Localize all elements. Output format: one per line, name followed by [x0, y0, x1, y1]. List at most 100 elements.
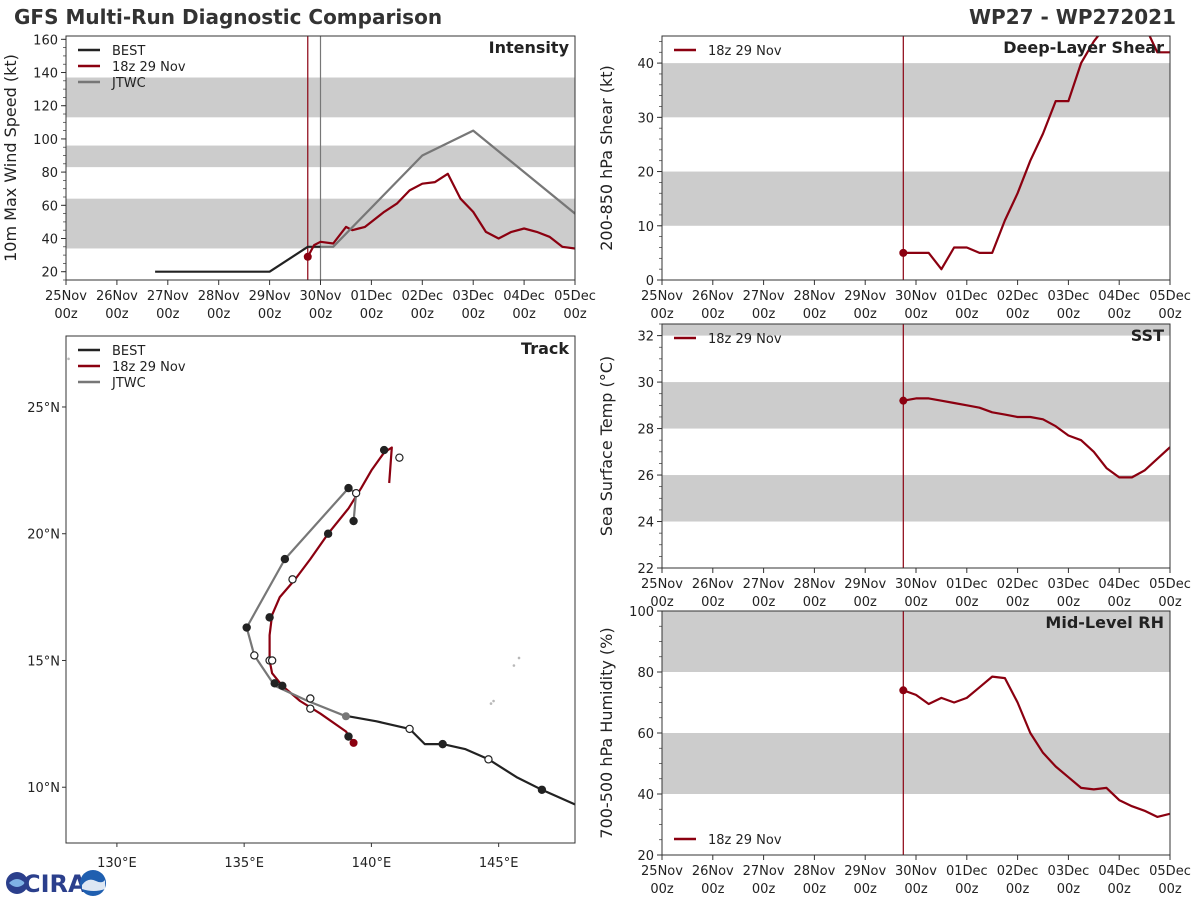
- rh-ylabel: 700-500 hPa Humidity (%): [597, 627, 616, 838]
- intensity-xtick-day: 27Nov: [147, 289, 189, 304]
- track-legend-label: JTWC: [111, 376, 146, 391]
- rh-panel: 20 40 60 80 100 25Nov 00z 26Nov 00z 27Nov 00z 28Nov…: [597, 605, 1191, 897]
- track-position-marker: [267, 656, 277, 665]
- track-position-marker: [270, 679, 279, 688]
- rh-xtick-hour: 00z: [752, 882, 776, 897]
- rh-xtick-hour: 00z: [955, 882, 979, 897]
- intensity-series-1: [306, 172, 575, 258]
- intensity-xtick-hour: 00z: [54, 307, 78, 322]
- track-position-marker: [323, 529, 333, 538]
- track-position-marker: [344, 732, 353, 741]
- track-jtwc-init-point: [341, 712, 350, 721]
- rh-ytick-label: 60: [637, 727, 654, 742]
- intensity-xtick-hour: 00z: [207, 307, 231, 322]
- track-legend-label: BEST: [112, 344, 145, 359]
- track-position-marker: [265, 613, 274, 622]
- intensity-legend-label: BEST: [112, 44, 145, 59]
- sst-xtick-hour: 00z: [1108, 595, 1132, 610]
- track-title: Track: [521, 339, 569, 358]
- track-series-2: [245, 487, 358, 718]
- track-ytick-label: 25°N: [27, 401, 60, 416]
- island-speck: [517, 656, 521, 660]
- track-position-marker: [537, 785, 547, 794]
- intensity-xtick-day: 30Nov: [300, 289, 342, 304]
- intensity-xtick-day: 02Dec: [401, 289, 443, 304]
- rh-xtick-hour: 00z: [803, 882, 827, 897]
- shear-ytick-label: 0: [646, 274, 654, 289]
- track-position-marker: [484, 755, 493, 764]
- shear-xtick-day: 01Dec: [946, 289, 988, 304]
- rh-xtick-hour: 00z: [904, 882, 928, 897]
- intensity-ylabel: 10m Max Wind Speed (kt): [1, 54, 20, 262]
- sst-ytick-label: 28: [637, 423, 654, 438]
- shear-band-1: [662, 63, 1170, 118]
- intensity-xtick-day: 29Nov: [249, 289, 291, 304]
- rh-series-0: [902, 675, 1170, 819]
- intensity-xtick-day: 26Nov: [96, 289, 138, 304]
- intensity-xtick-hour: 00z: [462, 307, 486, 322]
- rh-xtick-day: 05Dec: [1149, 864, 1191, 879]
- globe-band: [9, 879, 25, 887]
- intensity-ytick-label: 40: [41, 233, 58, 248]
- intensity-ytick-label: 140: [33, 67, 58, 82]
- rh-legend-label: 18z 29 Nov: [708, 833, 782, 848]
- rh-title: Mid-Level RH: [1045, 613, 1164, 632]
- intensity-xtick-hour: 00z: [512, 307, 536, 322]
- rh-xtick-day: 27Nov: [743, 864, 785, 879]
- sst-xtick-day: 04Dec: [1098, 577, 1140, 592]
- intensity-ytick-label: 100: [33, 133, 58, 148]
- track-ytick-label: 20°N: [27, 528, 60, 543]
- cira-logo: CIRA: [4, 866, 108, 898]
- track-frame: [65, 335, 576, 844]
- track-position-marker: [344, 483, 353, 493]
- island-speck: [489, 702, 493, 705]
- sst-ytick-label: 24: [637, 516, 654, 531]
- shear-xtick-day: 29Nov: [844, 289, 886, 304]
- shear-xtick-hour: 00z: [854, 307, 878, 322]
- track-position-marker: [351, 488, 361, 498]
- rh-band-1: [662, 611, 1170, 672]
- sst-band-0: [662, 475, 1170, 522]
- sst-xtick-hour: 00z: [1057, 595, 1081, 610]
- sst-title: SST: [1131, 326, 1164, 345]
- rh-ytick-label: 100: [629, 605, 654, 620]
- shear-xtick-day: 30Nov: [895, 289, 937, 304]
- shear-ylabel: 200-850 hPa Shear (kt): [597, 65, 616, 251]
- intensity-init-point: [303, 252, 312, 261]
- track-position-marker: [306, 704, 315, 713]
- sst-xtick-day: 25Nov: [641, 577, 683, 592]
- shear-series-0: [903, 36, 1170, 271]
- shear-panel: 0 10 20 30 40 25Nov 00z 26Nov 00z 27Nov 00z 28Nov 00…: [597, 35, 1191, 322]
- intensity-xtick-day: 01Dec: [351, 289, 393, 304]
- page-title: GFS Multi-Run Diagnostic Comparison: [14, 5, 443, 29]
- rh-ytick-label: 80: [637, 666, 654, 681]
- intensity-legend-label: 18z 29 Nov: [112, 60, 186, 75]
- track-plot-area: [67, 357, 575, 806]
- storm-id: WP27 - WP272021: [969, 5, 1176, 29]
- shear-ytick-label: 10: [637, 220, 654, 235]
- shear-xtick-hour: 00z: [1057, 307, 1081, 322]
- intensity-xtick-hour: 00z: [309, 307, 333, 322]
- sst-init-point: [899, 396, 908, 405]
- wave-icon: [82, 879, 105, 891]
- sst-xtick-day: 28Nov: [793, 577, 835, 592]
- rh-xtick-day: 30Nov: [895, 864, 937, 879]
- island-speck: [492, 699, 495, 703]
- rh-xtick-day: 01Dec: [946, 864, 988, 879]
- track-position-marker: [250, 651, 259, 660]
- shear-ytick-label: 30: [637, 111, 654, 126]
- sst-plot-area: [662, 324, 1170, 568]
- sst-ytick-label: 32: [637, 330, 654, 345]
- sst-xtick-hour: 00z: [650, 595, 674, 610]
- intensity-title: Intensity: [489, 38, 570, 57]
- shear-xtick-hour: 00z: [1158, 307, 1182, 322]
- shear-init-point: [899, 248, 908, 257]
- sst-xtick-hour: 00z: [803, 595, 827, 610]
- track-ytick-label: 10°N: [27, 781, 60, 796]
- intensity-xtick-day: 28Nov: [198, 289, 240, 304]
- sst-xtick-hour: 00z: [1158, 595, 1182, 610]
- sst-legend-label: 18z 29 Nov: [708, 332, 782, 347]
- intensity-xtick-hour: 00z: [105, 307, 129, 322]
- sst-band-1: [662, 382, 1170, 429]
